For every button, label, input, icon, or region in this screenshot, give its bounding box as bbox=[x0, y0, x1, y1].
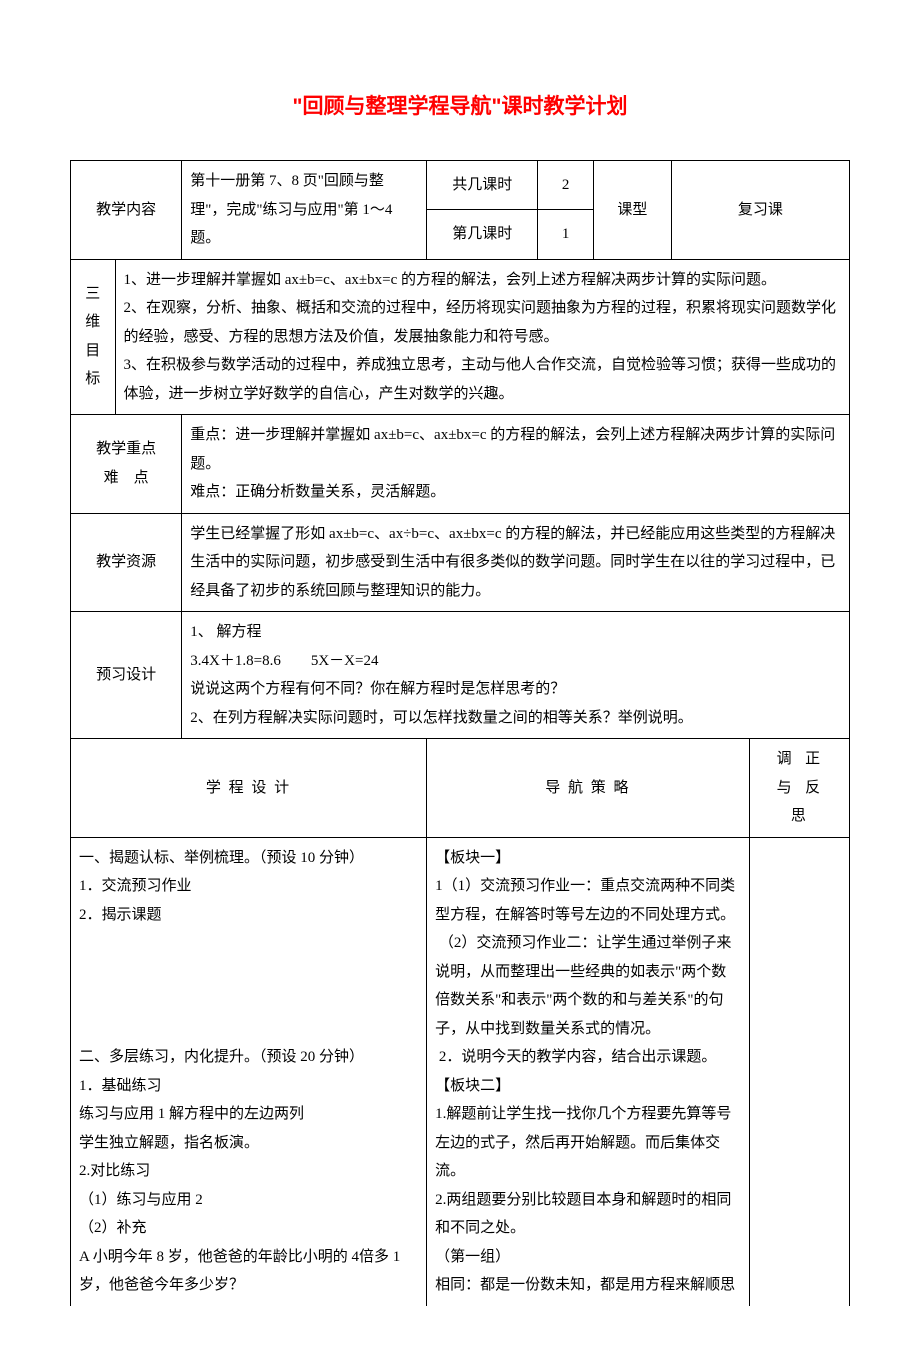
label-teaching-content: 教学内容 bbox=[71, 161, 182, 260]
label-goals: 三维目标 bbox=[71, 259, 116, 415]
strategy-content: 【板块一】 1（1）交流预习作业一：重点交流两种不同类型方程，在解答时等号左边的… bbox=[427, 837, 750, 1306]
row-column-headers: 学 程 设 计 导 航 策 略 调 正与 反思 bbox=[71, 739, 850, 838]
header-strategy: 导 航 策 略 bbox=[427, 739, 750, 838]
preview-text: 1、 解方程 3.4X＋1.8=8.6 5X－X=24 说说这两个方程有何不同？… bbox=[182, 612, 850, 739]
label-class-type: 课型 bbox=[593, 161, 671, 260]
row-goals: 三维目标 1、进一步理解并掌握如 ax±b=c、ax±bx=c 的方程的解法，会… bbox=[71, 259, 850, 415]
row-teaching-content: 教学内容 第十一册第 7、8 页"回顾与整理"，完成"练习与应用"第 1～4 题… bbox=[71, 161, 850, 210]
teaching-content-text: 第十一册第 7、8 页"回顾与整理"，完成"练习与应用"第 1～4 题。 bbox=[182, 161, 427, 260]
label-resources: 教学资源 bbox=[71, 513, 182, 612]
reflection-content bbox=[749, 837, 849, 1306]
value-class-type: 复习课 bbox=[671, 161, 849, 260]
row-resources: 教学资源 学生已经掌握了形如 ax±b=c、ax÷b=c、ax±bx=c 的方程… bbox=[71, 513, 850, 612]
document-title: "回顾与整理学程导航"课时教学计划 bbox=[70, 90, 850, 120]
value-total-periods: 2 bbox=[538, 161, 594, 210]
keypoints-text: 重点：进一步理解并掌握如 ax±b=c、ax±bx=c 的方程的解法，会列上述方… bbox=[182, 415, 850, 514]
row-preview: 预习设计 1、 解方程 3.4X＋1.8=8.6 5X－X=24 说说这两个方程… bbox=[71, 612, 850, 739]
value-which-period: 1 bbox=[538, 210, 594, 259]
design-content: 一、揭题认标、举例梳理。（预设 10 分钟） 1．交流预习作业 2．揭示课题 二… bbox=[71, 837, 427, 1306]
resources-text: 学生已经掌握了形如 ax±b=c、ax÷b=c、ax±bx=c 的方程的解法，并… bbox=[182, 513, 850, 612]
goals-text: 1、进一步理解并掌握如 ax±b=c、ax±bx=c 的方程的解法，会列上述方程… bbox=[115, 259, 850, 415]
label-which-period: 第几课时 bbox=[427, 210, 538, 259]
page: "回顾与整理学程导航"课时教学计划 教学内容 第十一册第 7、8 页"回顾与整理… bbox=[0, 0, 920, 1346]
label-keypoints: 教学重点难 点 bbox=[71, 415, 182, 514]
header-reflection: 调 正与 反思 bbox=[749, 739, 849, 838]
lesson-plan-table: 教学内容 第十一册第 7、8 页"回顾与整理"，完成"练习与应用"第 1～4 题… bbox=[70, 160, 850, 1306]
row-keypoints: 教学重点难 点 重点：进一步理解并掌握如 ax±b=c、ax±bx=c 的方程的… bbox=[71, 415, 850, 514]
label-preview: 预习设计 bbox=[71, 612, 182, 739]
label-total-periods: 共几课时 bbox=[427, 161, 538, 210]
row-body: 一、揭题认标、举例梳理。（预设 10 分钟） 1．交流预习作业 2．揭示课题 二… bbox=[71, 837, 850, 1306]
header-design: 学 程 设 计 bbox=[71, 739, 427, 838]
